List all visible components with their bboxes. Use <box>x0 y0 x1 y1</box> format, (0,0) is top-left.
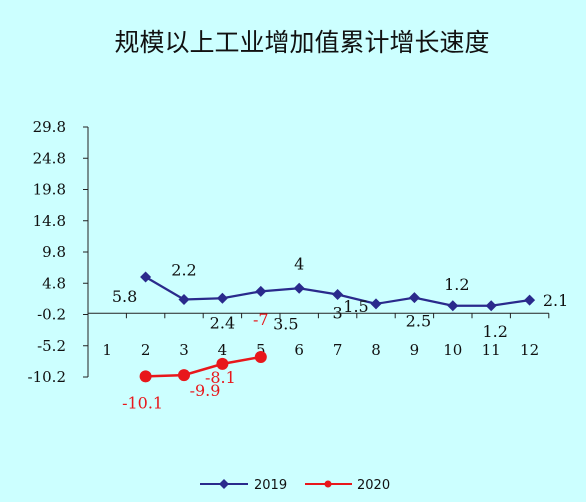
data-point-2020 <box>254 351 267 363</box>
data-label-2019: 3 <box>333 304 343 323</box>
x-tick-label: 7 <box>333 341 343 359</box>
data-point-2020 <box>178 369 190 382</box>
data-label-2019: 1.2 <box>482 322 507 341</box>
y-tick-label: -5.2 <box>37 337 66 355</box>
data-label-2019: 2.4 <box>210 313 235 332</box>
data-label-2019: 2.1 <box>543 291 568 310</box>
x-tick-label: 9 <box>410 341 420 359</box>
data-label-2020: -10.1 <box>122 393 163 412</box>
legend-label-2019: 2019 <box>254 478 287 493</box>
data-point-2019 <box>178 294 190 305</box>
data-point-2019 <box>255 285 267 297</box>
x-tick-label: 12 <box>520 341 539 359</box>
x-tick-label: 5 <box>256 341 266 359</box>
x-tick-label: 3 <box>179 341 189 359</box>
y-tick-label: 4.8 <box>42 274 66 292</box>
data-point-2019 <box>370 298 382 310</box>
legend-label-2020: 2020 <box>357 478 390 493</box>
legend-marker-2020 <box>324 480 332 488</box>
data-label-2019: 5.8 <box>112 287 137 306</box>
x-tick-label: 8 <box>371 341 381 359</box>
data-point-2020 <box>216 357 229 370</box>
chart-title: 规模以上工业增加值累计增长速度 <box>114 28 489 57</box>
data-point-2019 <box>216 292 228 304</box>
y-tick-label: -10.2 <box>28 368 66 386</box>
data-label-2019: 2.5 <box>406 312 431 331</box>
data-point-2019 <box>332 289 344 300</box>
data-point-2019 <box>485 300 497 312</box>
data-label-2019: 3.5 <box>273 314 298 333</box>
x-tick-label: 2 <box>141 341 151 359</box>
series-line-2020 <box>145 355 262 378</box>
data-label-2019: 4 <box>294 254 304 273</box>
data-point-2019 <box>447 300 459 312</box>
y-tick-label: 19.8 <box>33 181 66 199</box>
data-label-2020: -7 <box>253 310 269 329</box>
data-point-2019 <box>524 294 536 306</box>
y-tick-label: 9.8 <box>42 243 66 261</box>
data-point-2019 <box>408 292 420 304</box>
data-point-2020 <box>139 370 152 383</box>
y-tick-label: 14.8 <box>33 212 66 230</box>
plot-area: 29.824.819.814.89.84.8-0.2-5.2-10.21 2 3 4 5… <box>28 118 569 493</box>
data-label-2019: 2.2 <box>171 261 196 280</box>
x-tick-label: 4 <box>218 341 228 359</box>
data-point-2019 <box>293 282 305 294</box>
y-tick-label: -0.2 <box>37 306 66 324</box>
x-tick-label: 11 <box>482 341 501 359</box>
x-tick-label: 6 <box>294 341 304 359</box>
data-label-2019: 1.5 <box>343 297 368 316</box>
x-tick-label: 1 <box>102 341 112 359</box>
legend-marker-2019 <box>219 479 229 489</box>
data-label-2019: 1.2 <box>444 275 469 294</box>
data-point-2019 <box>140 271 152 283</box>
y-tick-label: 24.8 <box>33 149 66 167</box>
data-label-2020: -8.1 <box>205 368 236 387</box>
data-label-2020: -9.9 <box>190 381 221 400</box>
x-tick-label: 10 <box>443 341 462 359</box>
y-tick-label: 29.8 <box>33 118 66 136</box>
